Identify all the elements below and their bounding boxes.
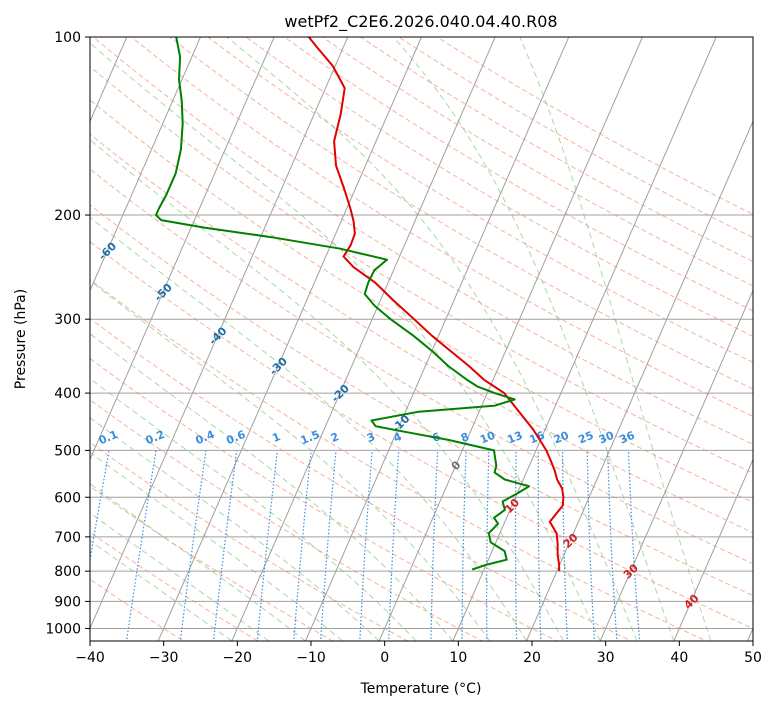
y-tick-label: 400 bbox=[54, 386, 81, 402]
y-tick-label: 200 bbox=[54, 208, 81, 224]
mixing-ratio-label: 2 bbox=[329, 430, 341, 445]
isotherm-line bbox=[90, 37, 128, 123]
plot-frame bbox=[89, 36, 754, 642]
moist-adiabat-line bbox=[90, 417, 380, 641]
dry-adiabat-line bbox=[245, 37, 753, 337]
x-tick-label: −30 bbox=[149, 650, 179, 666]
moist-adiabat-line bbox=[519, 37, 712, 641]
isotherm-line bbox=[231, 37, 496, 641]
profile-traces bbox=[155, 37, 565, 572]
x-tick-label: 40 bbox=[670, 650, 688, 666]
x-tick-label: 0 bbox=[380, 650, 389, 666]
y-tick-label: 800 bbox=[54, 564, 81, 580]
axis-ticks: −40 −30 −20 −10 0 10 20 30 40 50 1000 900 800 700 600 5… bbox=[45, 30, 762, 666]
dry-adiabat-line bbox=[90, 485, 334, 641]
mixing-ratio-label: 13 bbox=[505, 429, 524, 447]
x-tick-label: −10 bbox=[296, 650, 326, 666]
dry-adiabat-line bbox=[90, 204, 753, 597]
moist-adiabat-line bbox=[90, 42, 601, 641]
isotherm-line bbox=[157, 37, 423, 641]
isotherm-line bbox=[673, 458, 753, 641]
y-tick-label: 500 bbox=[54, 443, 81, 459]
mixing-ratio-label: 10 bbox=[478, 429, 497, 447]
mixing-ratio-label: 36 bbox=[618, 429, 637, 447]
x-tick-label: 20 bbox=[523, 650, 541, 666]
temperature-trace bbox=[308, 37, 565, 572]
y-tick-label: 300 bbox=[54, 312, 81, 328]
y-tick-label: 100 bbox=[54, 30, 81, 46]
mixing-ratio-label: 3 bbox=[365, 430, 377, 445]
dry-adiabat-line bbox=[90, 278, 708, 641]
dry-adiabat-line bbox=[206, 37, 753, 363]
dry-adiabat-line bbox=[90, 357, 558, 641]
moist-adiabat-line bbox=[90, 483, 306, 641]
moist-adiabat-line bbox=[90, 139, 564, 641]
x-tick-label: −40 bbox=[75, 650, 105, 666]
mixing-ratio-label: 20 bbox=[552, 429, 571, 447]
isotherm-line bbox=[599, 289, 753, 641]
x-axis-label: Temperature (°C) bbox=[360, 681, 482, 697]
x-tick-label: 10 bbox=[449, 650, 467, 666]
dry-adiabat-line bbox=[90, 399, 484, 641]
dry-adiabat-line bbox=[90, 531, 259, 641]
isotherm-line bbox=[90, 37, 275, 461]
mixing-ratio-label: 25 bbox=[576, 429, 595, 447]
moist-adiabat-line bbox=[392, 37, 675, 641]
dry-adiabat-line bbox=[90, 133, 753, 534]
y-axis-label: Pressure (hPa) bbox=[13, 289, 29, 389]
isotherm-line bbox=[90, 37, 349, 630]
isotherm-line bbox=[304, 37, 570, 641]
moist-adiabat-line bbox=[90, 539, 233, 641]
mixing-ratio-label: 1 bbox=[270, 430, 282, 445]
y-tick-label: 1000 bbox=[45, 621, 81, 637]
moist-adiabat-line bbox=[90, 512, 269, 641]
moist-adiabat-line bbox=[90, 216, 527, 641]
mixing-ratio-label: 8 bbox=[459, 430, 471, 445]
y-tick-label: 700 bbox=[54, 530, 81, 546]
mixing-ratio-label: 30 bbox=[597, 429, 616, 447]
y-tick-label: 600 bbox=[54, 490, 81, 506]
chart-title: wetPf2_C2E6.2026.040.04.40.R08 bbox=[284, 12, 557, 32]
background-lines bbox=[90, 37, 753, 641]
x-tick-label: 30 bbox=[597, 650, 615, 666]
dry-adiabat-line bbox=[90, 441, 409, 641]
isotherm-line bbox=[525, 120, 753, 641]
isotherm-line bbox=[90, 37, 202, 292]
dry-adiabat-line bbox=[283, 37, 753, 312]
isotherm-line bbox=[378, 37, 644, 641]
dry-adiabat-line bbox=[321, 37, 753, 287]
moist-adiabat-line bbox=[90, 333, 454, 641]
y-tick-label: 900 bbox=[54, 594, 81, 610]
dewpoint-trace bbox=[155, 37, 531, 571]
moist-adiabat-line bbox=[226, 37, 638, 641]
moist-adiabat-line bbox=[90, 280, 491, 641]
dry-adiabat-line bbox=[90, 317, 633, 641]
x-tick-label: 50 bbox=[744, 650, 762, 666]
x-tick-label: −20 bbox=[223, 650, 253, 666]
dry-adiabat-line bbox=[90, 241, 753, 630]
